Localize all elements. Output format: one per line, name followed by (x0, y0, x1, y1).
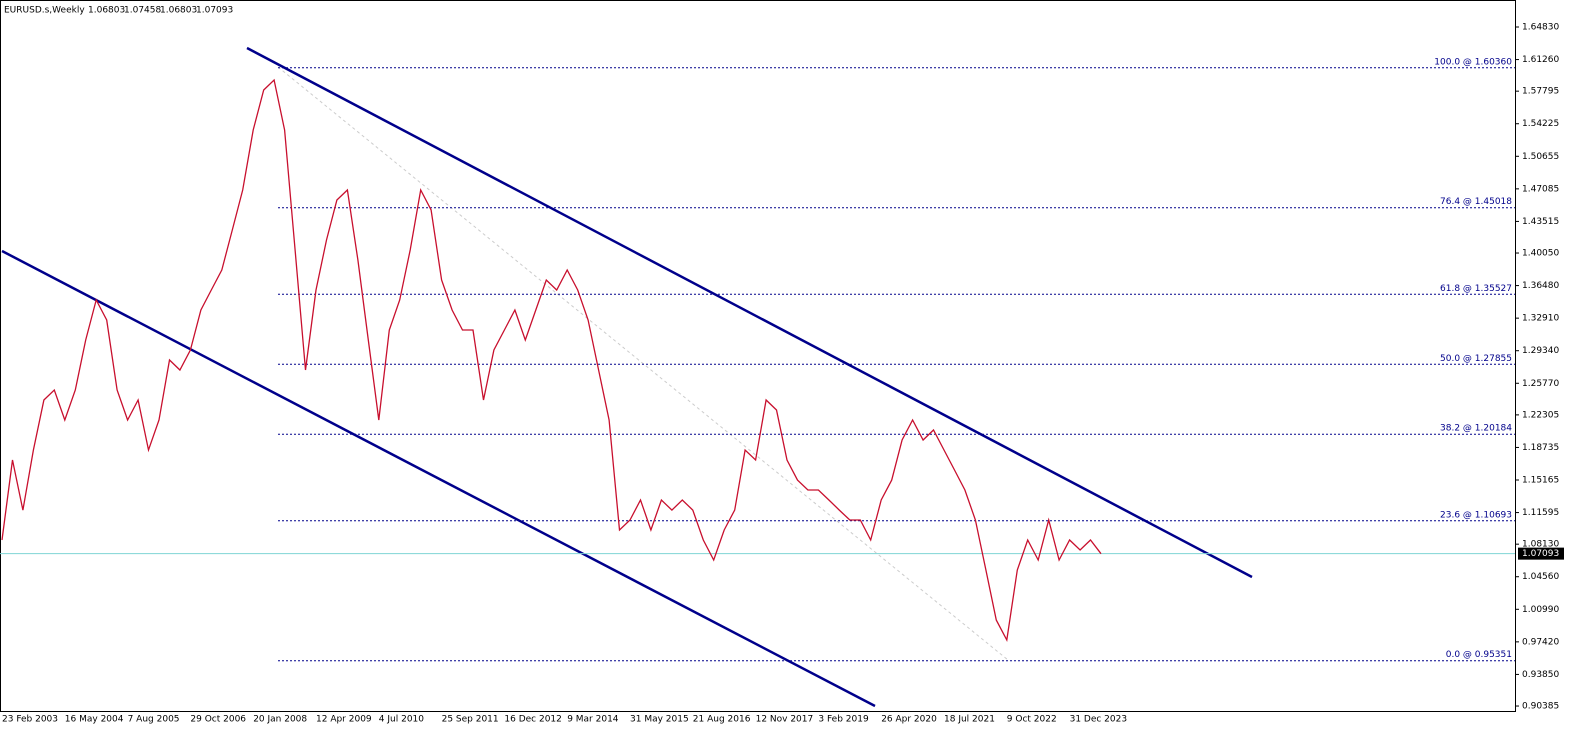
last-price-label: 1.07093 (1522, 549, 1559, 559)
x-tick-label: 12 Apr 2009 (316, 715, 372, 725)
x-tick-label: 16 May 2004 (65, 715, 124, 725)
y-tick-label: 1.18735 (1522, 443, 1559, 453)
x-tick-label: 31 Dec 2023 (1070, 715, 1128, 725)
x-tick-label: 4 Jul 2010 (379, 715, 424, 725)
ohlc-value: 1.06803 (160, 6, 197, 16)
y-tick-label: 1.00990 (1522, 605, 1559, 615)
channel-lower (1, 249, 876, 708)
price-line (1, 78, 1102, 643)
y-tick-label: 0.93850 (1522, 670, 1559, 680)
y-tick-label: 1.40050 (1522, 249, 1559, 259)
x-tick-label: 9 Mar 2014 (567, 715, 619, 725)
x-tick-label: 3 Feb 2019 (818, 715, 869, 725)
y-tick-label: 0.97420 (1522, 637, 1559, 647)
y-tick-label: 1.43515 (1522, 217, 1559, 227)
channel-upper (246, 46, 1253, 579)
fib-level-label: 23.6 @ 1.10693 (1440, 510, 1512, 520)
y-tick-label: 1.29340 (1522, 346, 1559, 356)
fib-trend-line (277, 66, 1009, 661)
x-tick-label: 7 Aug 2005 (128, 715, 180, 725)
x-tick-label: 21 Aug 2016 (693, 715, 751, 725)
y-tick-label: 1.11595 (1522, 508, 1559, 518)
x-tick-label: 16 Dec 2012 (504, 715, 562, 725)
y-tick-label: 1.36480 (1522, 281, 1559, 291)
y-tick-label: 1.54225 (1522, 119, 1559, 129)
x-tick-label: 29 Oct 2006 (190, 715, 246, 725)
plot-frame (0, 0, 1516, 712)
symbol-title: EURUSD.s,Weekly (4, 6, 85, 16)
fib-level-label: 76.4 @ 1.45018 (1440, 197, 1512, 207)
y-tick-label: 1.22305 (1522, 410, 1559, 420)
y-tick-label: 1.57795 (1522, 87, 1559, 97)
y-tick-label: 1.61260 (1522, 55, 1559, 65)
y-tick-label: 1.32910 (1522, 314, 1559, 324)
fib-level-label: 100.0 @ 1.60360 (1434, 57, 1512, 67)
y-tick-label: 1.50655 (1522, 152, 1559, 162)
y-tick-label: 0.90385 (1522, 702, 1559, 712)
fib-level-label: 0.0 @ 0.95351 (1446, 650, 1512, 660)
fib-level-label: 50.0 @ 1.27855 (1440, 354, 1512, 364)
x-tick-label: 25 Sep 2011 (442, 715, 499, 725)
x-tick-label: 26 Apr 2020 (881, 715, 937, 725)
x-tick-label: 9 Oct 2022 (1007, 715, 1057, 725)
x-tick-label: 20 Jan 2008 (253, 715, 307, 725)
y-tick-label: 1.04560 (1522, 572, 1559, 582)
y-tick-label: 1.25770 (1522, 379, 1559, 389)
y-tick-label: 1.64830 (1522, 22, 1559, 32)
x-tick-label: 31 May 2015 (630, 715, 689, 725)
ohlc-value: 1.07458 (124, 6, 161, 16)
last-price-box (1518, 547, 1564, 560)
y-tick-label: 1.08130 (1522, 540, 1559, 550)
ohlc-value: 1.06803 (88, 6, 125, 16)
fib-level-label: 38.2 @ 1.20184 (1440, 424, 1512, 434)
ohlc-value: 1.07093 (196, 6, 233, 16)
x-tick-label: 23 Feb 2003 (2, 715, 58, 725)
y-tick-label: 1.47085 (1522, 184, 1559, 194)
fib-level-label: 61.8 @ 1.35527 (1440, 284, 1512, 294)
x-tick-label: 12 Nov 2017 (756, 715, 814, 725)
x-tick-label: 18 Jul 2021 (944, 715, 995, 725)
y-tick-label: 1.15165 (1522, 476, 1559, 486)
